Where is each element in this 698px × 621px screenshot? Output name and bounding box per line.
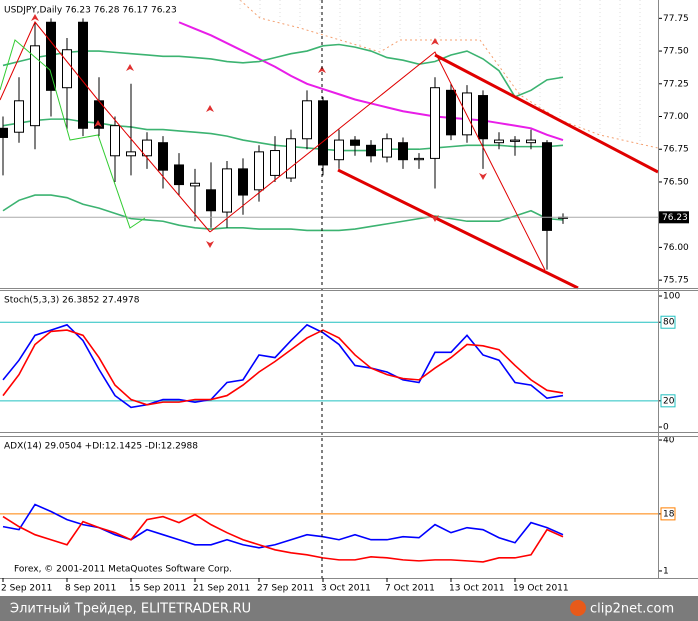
logo-icon (570, 600, 586, 616)
y-tick-label: 20 (663, 396, 675, 406)
candle-body (110, 125, 120, 157)
series-line (2, 323, 564, 409)
candle-body (174, 164, 184, 186)
y-tick-label: 76.50 (663, 177, 689, 187)
candle-body (414, 157, 424, 161)
candle-body (462, 92, 472, 136)
copyright: Forex, © 2001-2011 MetaQuotes Software C… (14, 565, 232, 575)
candle-body (126, 151, 136, 157)
candle-body (206, 189, 216, 212)
candle-body (334, 139, 344, 161)
level-label-box (660, 507, 676, 521)
channel-upper (434, 53, 659, 174)
price-panel: USDJPY,Daily 76.23 76.28 76.17 76.23 75.7… (0, 6, 689, 286)
background (0, 0, 698, 596)
level-label-box (660, 394, 676, 408)
series-line (2, 43, 564, 98)
y-tick-label: 40 (663, 436, 675, 446)
current-price-box (659, 211, 689, 224)
cloud-hatch (239, 0, 641, 145)
adx-panel: ADX(14) 29.0504 +DI:12.1425 -DI:12.2988 1… (0, 436, 676, 576)
candle-body (526, 139, 536, 144)
footer-right: clip2net.com (590, 602, 674, 617)
panel-borders (0, 0, 698, 579)
candle-body (382, 138, 392, 158)
x-tick-label: 27 Sep 2011 (257, 584, 314, 594)
candle-body (78, 21, 88, 129)
y-tick-label: 1 (663, 566, 669, 576)
x-tick-label: 13 Oct 2011 (449, 584, 505, 594)
candle-body (350, 139, 360, 146)
series-line (2, 513, 564, 563)
y-tick-label: 0 (663, 423, 669, 433)
x-tick-label: 2 Sep 2011 (1, 584, 52, 594)
y-tick-label: 77.00 (663, 112, 689, 122)
y-tick-label: 80 (663, 318, 675, 328)
fractals (31, 14, 487, 248)
candle-body (398, 142, 408, 161)
panel-title: USDJPY,Daily 76.23 76.28 76.17 76.23 (4, 6, 177, 16)
candle-body (430, 87, 440, 159)
y-tick-label: 77.75 (663, 14, 689, 24)
stochastic-panel: Stoch(5,3,3) 26.3852 27.4978 0 20 80 100 (0, 292, 680, 433)
x-tick-label: 3 Oct 2011 (321, 584, 371, 594)
candle-body (30, 45, 40, 127)
y-tick-label: 76.00 (663, 243, 689, 253)
candle-body (158, 142, 168, 171)
candle-body (510, 139, 520, 142)
x-tick-label: 15 Sep 2011 (129, 584, 186, 594)
x-tick-label: 7 Oct 2011 (385, 584, 435, 594)
candle-body (494, 139, 504, 144)
channel-lower (337, 168, 579, 290)
candle-body (302, 100, 312, 140)
x-tick-label: 19 Oct 2011 (513, 584, 569, 594)
y-tick-label: 18 (663, 509, 675, 519)
candle-body (46, 21, 56, 91)
y-tick-label: 77.50 (663, 47, 689, 57)
candle-body (190, 182, 200, 187)
series-line (2, 194, 564, 232)
x-tick-label: 8 Sep 2011 (65, 584, 116, 594)
y-tick-label: 75.75 (663, 276, 689, 286)
y-tick-label: 77.25 (663, 79, 689, 89)
candle-body (14, 100, 24, 133)
y-tick-label: 100 (663, 292, 680, 302)
y-tick-label: 76.75 (663, 145, 689, 155)
candle-body (542, 142, 552, 231)
level-label-box (660, 315, 676, 329)
candle-body (286, 138, 296, 179)
candle-body (366, 144, 376, 157)
candle-body (270, 150, 280, 176)
candle-body (446, 89, 456, 136)
candle-body (222, 168, 232, 213)
candle-body (318, 100, 328, 166)
panel-title: Stoch(5,3,3) 26.3852 27.4978 (4, 296, 140, 306)
candle-body (254, 151, 264, 191)
candle-body (238, 168, 248, 196)
footer-left: Элитный Трейдер, ELITETRADER.RU (10, 602, 251, 617)
candle-body (478, 95, 488, 140)
candle-body (62, 49, 72, 89)
signal-line (0, 39, 146, 229)
zigzag-left (0, 21, 211, 233)
x-tick-label: 21 Sep 2011 (193, 584, 250, 594)
series-line (2, 329, 564, 406)
current-price-label: 76.23 (662, 213, 688, 223)
zigzag (209, 51, 546, 271)
candle-body (142, 139, 152, 157)
candle-body (0, 127, 8, 138)
panel-title: ADX(14) 29.0504 +DI:12.1425 -DI:12.2988 (4, 442, 198, 452)
